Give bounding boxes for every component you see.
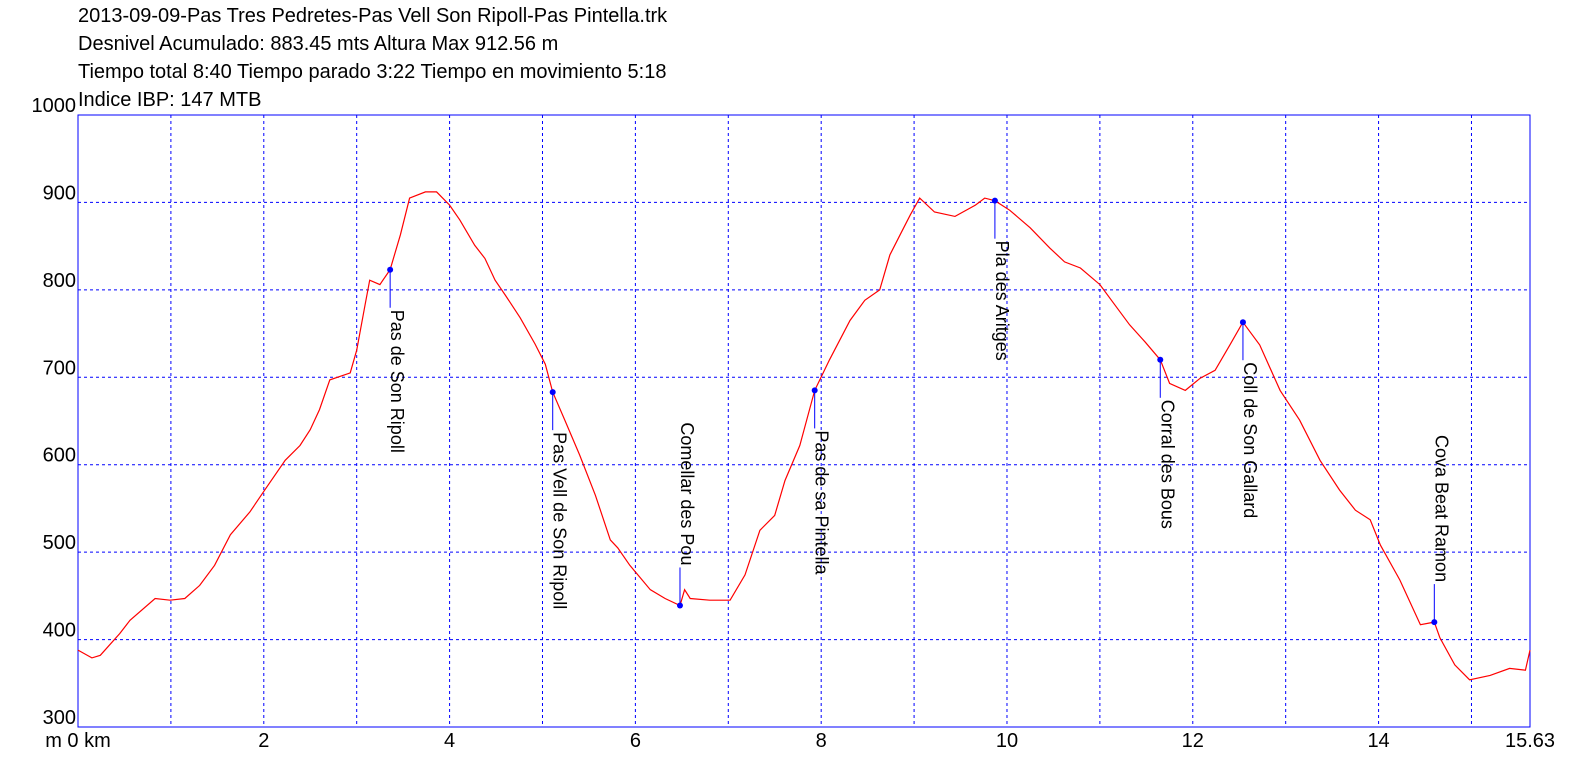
x-tick-label: 10 (996, 730, 1018, 752)
y-tick-label: 300 (43, 707, 76, 729)
waypoint-marker (1239, 319, 1246, 326)
waypoint-marker (387, 266, 394, 273)
waypoint-label: Coll de Son Gallard (1240, 362, 1260, 518)
x-tick-label: 15.63 (1505, 730, 1555, 752)
waypoint-label: Pla des Aritges (992, 241, 1012, 361)
title-line: Tiempo total 8:40 Tiempo parado 3:22 Tie… (78, 61, 667, 83)
title-line: Indice IBP: 147 MTB (78, 89, 261, 111)
y-tick-label: 600 (43, 445, 76, 467)
x-tick-label: 8 (816, 730, 827, 752)
x-tick-label: 6 (630, 730, 641, 752)
waypoint-label: Comellar des Pou (677, 422, 697, 565)
y-tick-label: 800 (43, 270, 76, 292)
waypoint-marker (991, 197, 998, 204)
waypoint-label: Pas Vell de Son Ripoll (550, 432, 570, 609)
y-tick-label: 500 (43, 532, 76, 554)
x-tick-label: 12 (1182, 730, 1204, 752)
waypoint-marker (1431, 619, 1438, 626)
waypoint-label: Pas de sa Pintella (812, 430, 832, 575)
waypoint-label: Corral des Bous (1157, 400, 1177, 529)
title-line: 2013-09-09-Pas Tres Pedretes-Pas Vell So… (78, 5, 668, 27)
y-tick-label: 700 (43, 357, 76, 379)
x-tick-label: m 0 km (45, 730, 111, 752)
waypoint-marker (549, 389, 556, 396)
waypoint-label: Pas de Son Ripoll (387, 310, 407, 453)
plot-frame (77, 114, 1531, 728)
title-line: Desnivel Acumulado: 883.45 mts Altura Ma… (78, 33, 558, 55)
waypoint-label: Cova Beat Ramon (1431, 435, 1451, 582)
x-tick-label: 4 (444, 730, 455, 752)
waypoint-marker (811, 387, 818, 394)
elevation-line (77, 191, 1531, 681)
y-tick-label: 400 (43, 620, 76, 642)
x-tick-label: 14 (1367, 730, 1389, 752)
y-tick-label: 1000 (32, 95, 77, 117)
y-tick-label: 900 (43, 182, 76, 204)
waypoint-marker (676, 602, 683, 609)
waypoint-marker (1157, 356, 1164, 363)
x-tick-label: 2 (258, 730, 269, 752)
